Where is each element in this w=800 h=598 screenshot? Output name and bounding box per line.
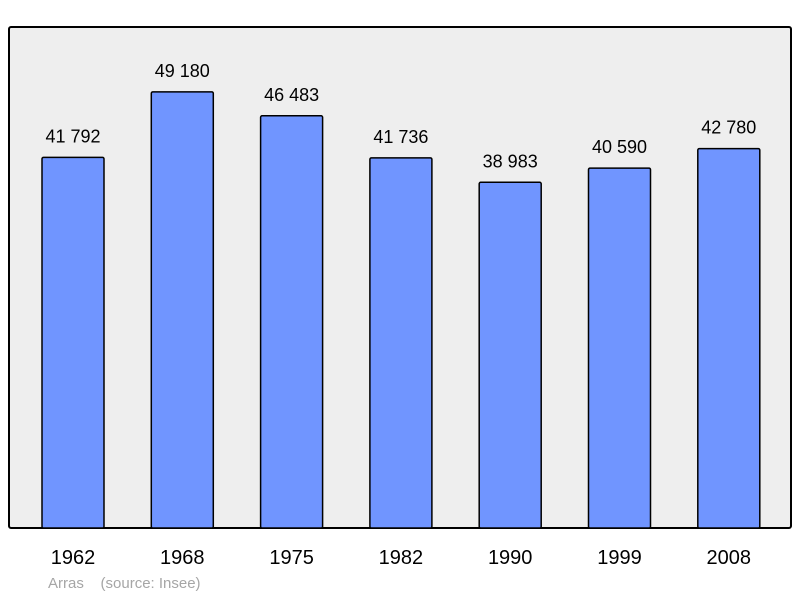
value-label-1962: 41 792 [45, 126, 100, 146]
bar-1999 [587, 167, 652, 529]
value-label-1975: 46 483 [264, 85, 319, 105]
x-tick-label-1999: 1999 [597, 547, 642, 569]
value-label-1990: 38 983 [483, 151, 538, 171]
x-tick-label-1962: 1962 [51, 547, 96, 569]
source-note: (source: Insee) [100, 575, 201, 592]
value-label-2008: 42 780 [701, 118, 756, 138]
x-tick-label-1990: 1990 [488, 547, 533, 569]
bar-1975 [259, 115, 324, 529]
value-label-1968: 49 180 [155, 61, 210, 81]
x-tick-label-2008: 2008 [707, 547, 752, 569]
value-labels-layer: 41 792 49 180 46 483 41 736 38 983 40 590 42 7… [45, 61, 756, 171]
source-caption: Arras (source: Insee) [48, 575, 201, 592]
bar-1962 [41, 156, 105, 529]
x-tick-label-1975: 1975 [269, 547, 314, 569]
bar-1990 [478, 181, 542, 529]
value-label-1999: 40 590 [592, 137, 647, 157]
x-tick-labels-layer: 1962 1968 1975 1982 1990 1999 2008 [51, 547, 751, 569]
bar-1982 [369, 157, 433, 529]
place-name: Arras [48, 575, 84, 592]
x-tick-label-1968: 1968 [160, 547, 205, 569]
x-tick-label-1982: 1982 [379, 547, 424, 569]
value-label-1982: 41 736 [373, 127, 428, 147]
bar-2008 [697, 147, 761, 529]
bars-layer [41, 91, 761, 529]
bar-1968 [150, 91, 215, 529]
